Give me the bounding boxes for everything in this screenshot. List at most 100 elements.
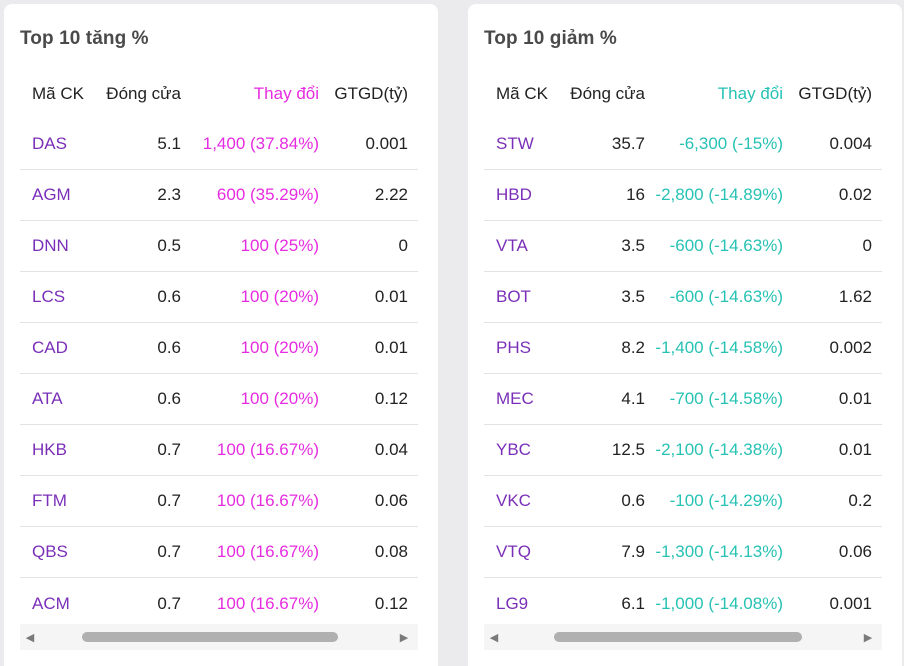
- table-row[interactable]: ATA 0.6 100 (20%) 0.12: [20, 374, 418, 425]
- trade-value-cell: 0.04: [374, 440, 408, 459]
- close-price-cell: 5.1: [157, 134, 181, 153]
- top-gainers-title: Top 10 tăng %: [20, 28, 149, 49]
- close-price-cell: 0.5: [157, 236, 181, 255]
- close-price-cell: 2.3: [157, 185, 181, 204]
- ticker-cell[interactable]: QBS: [32, 542, 68, 561]
- ticker-cell[interactable]: DAS: [32, 134, 67, 153]
- table-row[interactable]: DAS 5.1 1,400 (37.84%) 0.001: [20, 119, 418, 170]
- change-cell: 600 (35.29%): [216, 185, 319, 204]
- ticker-cell[interactable]: HBD: [496, 185, 532, 204]
- header-close-price[interactable]: Đóng cửa: [570, 84, 645, 103]
- header-trade-value[interactable]: GTGD(tỷ): [334, 84, 408, 103]
- table-row[interactable]: QBS 0.7 100 (16.67%) 0.08: [20, 527, 418, 578]
- table-row[interactable]: ACM 0.7 100 (16.67%) 0.12: [20, 578, 418, 629]
- close-price-cell: 0.6: [157, 287, 181, 306]
- ticker-cell[interactable]: AGM: [32, 185, 71, 204]
- trade-value-cell: 0.01: [838, 440, 872, 459]
- change-cell: 100 (16.67%): [216, 440, 319, 459]
- close-price-cell: 0.6: [157, 389, 181, 408]
- ticker-cell[interactable]: STW: [496, 134, 534, 153]
- scrollbar-thumb[interactable]: [82, 632, 338, 642]
- header-ticker[interactable]: Mã CK: [496, 84, 548, 103]
- table-row[interactable]: FTM 0.7 100 (16.67%) 0.06: [20, 476, 418, 527]
- close-price-cell: 0.7: [157, 593, 181, 613]
- trade-value-cell: 0.01: [374, 338, 408, 357]
- table-row[interactable]: VTQ 7.9 -1,300 (-14.13%) 0.06: [484, 527, 882, 578]
- ticker-cell[interactable]: DNN: [32, 236, 69, 255]
- table-row[interactable]: PHS 8.2 -1,400 (-14.58%) 0.002: [484, 323, 882, 374]
- table-row[interactable]: YBC 12.5 -2,100 (-14.38%) 0.01: [484, 425, 882, 476]
- header-change[interactable]: Thay đổi: [253, 84, 319, 103]
- trade-value-cell: 0.06: [374, 491, 408, 510]
- header-change[interactable]: Thay đổi: [717, 84, 783, 103]
- header-close-price[interactable]: Đóng cửa: [106, 84, 181, 103]
- ticker-cell[interactable]: CAD: [32, 338, 68, 357]
- change-cell: 100 (16.67%): [216, 593, 319, 613]
- change-cell: 100 (16.67%): [216, 542, 319, 561]
- change-cell: -600 (-14.63%): [669, 236, 783, 255]
- trade-value-cell: 0.01: [374, 287, 408, 306]
- table-row[interactable]: BOT 3.5 -600 (-14.63%) 1.62: [484, 272, 882, 323]
- ticker-cell[interactable]: ACM: [32, 593, 70, 613]
- trade-value-cell: 0.06: [838, 542, 872, 561]
- header-trade-value[interactable]: GTGD(tỷ): [798, 84, 872, 103]
- header-ticker[interactable]: Mã CK: [32, 84, 84, 103]
- ticker-cell[interactable]: VTQ: [496, 542, 531, 561]
- horizontal-scrollbar[interactable]: ◀ ▶: [484, 624, 882, 650]
- table-row[interactable]: DNN 0.5 100 (25%) 0: [20, 221, 418, 272]
- trade-value-cell: 0.01: [838, 389, 872, 408]
- ticker-cell[interactable]: LCS: [32, 287, 66, 306]
- trade-value-cell: 0.001: [829, 593, 872, 613]
- close-price-cell: 0.7: [157, 491, 181, 510]
- ticker-cell[interactable]: VTA: [496, 236, 528, 255]
- trade-value-cell: 0: [862, 236, 872, 255]
- close-price-cell: 16: [626, 185, 645, 204]
- change-cell: -100 (-14.29%): [669, 491, 783, 510]
- top-losers-title: Top 10 giảm %: [484, 28, 617, 49]
- ticker-cell[interactable]: LG9: [496, 593, 529, 613]
- table-row[interactable]: LG9 6.1 -1,000 (-14.08%) 0.001: [484, 578, 882, 629]
- ticker-cell[interactable]: MEC: [496, 389, 534, 408]
- scroll-right-icon[interactable]: ▶: [399, 631, 409, 644]
- close-price-cell: 0.6: [157, 338, 181, 357]
- change-cell: -600 (-14.63%): [669, 287, 783, 306]
- table-row[interactable]: VKC 0.6 -100 (-14.29%) 0.2: [484, 476, 882, 527]
- ticker-cell[interactable]: PHS: [496, 338, 531, 357]
- close-price-cell: 0.6: [621, 491, 645, 510]
- ticker-cell[interactable]: YBC: [496, 440, 531, 459]
- trade-value-cell: 0: [398, 236, 408, 255]
- top-losers-card: Top 10 giảm % Mã CK Đóng cửa Thay đổi GT…: [468, 4, 902, 666]
- table-row[interactable]: HKB 0.7 100 (16.67%) 0.04: [20, 425, 418, 476]
- trade-value-cell: 0.002: [829, 338, 872, 357]
- table-row[interactable]: CAD 0.6 100 (20%) 0.01: [20, 323, 418, 374]
- table-row[interactable]: LCS 0.6 100 (20%) 0.01: [20, 272, 418, 323]
- scrollbar-thumb[interactable]: [554, 632, 802, 642]
- scroll-left-icon[interactable]: ◀: [489, 631, 499, 644]
- change-cell: -2,800 (-14.89%): [655, 185, 783, 204]
- ticker-cell[interactable]: FTM: [32, 491, 67, 510]
- change-cell: 1,400 (37.84%): [202, 134, 319, 153]
- table-row[interactable]: STW 35.7 -6,300 (-15%) 0.004: [484, 119, 882, 170]
- scroll-left-icon[interactable]: ◀: [25, 631, 35, 644]
- trade-value-cell: 0.02: [838, 185, 872, 204]
- ticker-cell[interactable]: BOT: [496, 287, 531, 306]
- table-row[interactable]: AGM 2.3 600 (35.29%) 2.22: [20, 170, 418, 221]
- table-header: Mã CK Đóng cửa Thay đổi GTGD(tỷ): [484, 69, 882, 119]
- close-price-cell: 12.5: [611, 440, 645, 459]
- change-cell: -700 (-14.58%): [669, 389, 783, 408]
- trade-value-cell: 0.12: [374, 389, 408, 408]
- close-price-cell: 3.5: [621, 287, 645, 306]
- ticker-cell[interactable]: HKB: [32, 440, 67, 459]
- change-cell: 100 (20%): [240, 338, 319, 357]
- trade-value-cell: 0.08: [374, 542, 408, 561]
- table-row[interactable]: VTA 3.5 -600 (-14.63%) 0: [484, 221, 882, 272]
- change-cell: 100 (16.67%): [216, 491, 319, 510]
- scroll-right-icon[interactable]: ▶: [863, 631, 873, 644]
- table-row[interactable]: HBD 16 -2,800 (-14.89%) 0.02: [484, 170, 882, 221]
- ticker-cell[interactable]: VKC: [496, 491, 531, 510]
- close-price-cell: 6.1: [621, 593, 645, 613]
- ticker-cell[interactable]: ATA: [32, 389, 63, 408]
- table-row[interactable]: MEC 4.1 -700 (-14.58%) 0.01: [484, 374, 882, 425]
- change-cell: 100 (25%): [240, 236, 319, 255]
- horizontal-scrollbar[interactable]: ◀ ▶: [20, 624, 418, 650]
